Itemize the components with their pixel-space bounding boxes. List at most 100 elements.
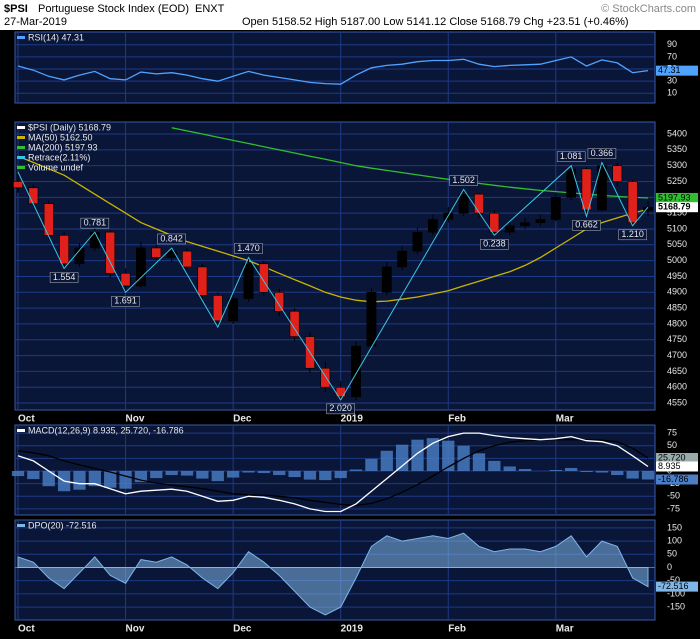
y-tick-label: 5250 <box>667 176 687 186</box>
candle-body <box>566 168 577 198</box>
histogram-bar <box>626 471 639 479</box>
y-tick-label: 4700 <box>667 350 687 360</box>
candle-body <box>228 298 239 322</box>
histogram-bar <box>11 471 25 477</box>
legend-entry: $PSI (Daily) 5168.79 <box>28 122 111 132</box>
y-tick-label: 100 <box>667 535 682 545</box>
histogram-bar <box>211 471 224 482</box>
x-tick-label: Mar <box>556 624 574 635</box>
value-tag-bg <box>656 461 698 472</box>
retrace-label-bg <box>49 272 79 283</box>
histogram-bar <box>442 440 455 472</box>
histogram-bar <box>150 471 163 479</box>
y-tick-label: 30 <box>667 76 677 86</box>
retrace-label: 2.020 <box>329 403 352 413</box>
legend-swatch <box>17 36 25 39</box>
y-tick-label: -50 <box>667 491 680 501</box>
x-tick-label: 2019 <box>341 624 364 635</box>
y-tick-label: 5400 <box>667 128 687 138</box>
area <box>17 532 649 616</box>
candle-body <box>151 247 162 258</box>
histogram-bar <box>641 471 655 480</box>
candle-body <box>381 266 392 293</box>
candle-body <box>212 295 223 322</box>
retrace-label-bg <box>587 148 617 159</box>
y-tick-label: -100 <box>667 588 685 598</box>
series-line <box>17 155 649 303</box>
candle-body <box>489 212 500 233</box>
retrace-label: 1.502 <box>452 175 475 185</box>
candle-body <box>612 165 623 182</box>
copyright: © StockCharts.com <box>601 3 696 15</box>
retrace-label-bg <box>157 233 186 245</box>
legend-swatch <box>17 166 25 169</box>
exchange: ENXT <box>195 3 225 15</box>
retrace-label: 1.081 <box>560 151 583 161</box>
histogram-bar <box>611 471 624 476</box>
header-bg <box>0 0 700 30</box>
retrace-label: 1.691 <box>114 296 137 306</box>
retrace-label-bg <box>618 229 647 241</box>
retrace-label: 0.366 <box>591 148 614 158</box>
retrace-label-bg <box>449 175 478 186</box>
histogram-bar <box>319 471 332 481</box>
y-tick-label: -75 <box>667 503 680 513</box>
legend-swatch <box>17 146 25 149</box>
candle-body <box>59 235 70 265</box>
value-tag-bg <box>656 581 698 592</box>
y-tick-label: 0 <box>667 562 672 572</box>
x-tick-label: Oct <box>18 414 35 425</box>
histogram-bar <box>104 471 117 488</box>
x-tick-label: Feb <box>448 624 466 635</box>
value-tag: -72.516 <box>658 581 689 591</box>
candle-body <box>596 165 607 211</box>
histogram-bar <box>303 471 317 480</box>
histogram-bar <box>88 471 101 487</box>
histogram-bar <box>411 439 424 472</box>
retrace-label-bg <box>572 220 601 231</box>
candle-body <box>120 272 131 287</box>
y-tick-label: 5300 <box>667 160 687 170</box>
histogram-bar <box>119 471 132 489</box>
y-tick-label: 10 <box>667 88 677 98</box>
candle-body <box>581 168 592 211</box>
value-tag-bg <box>656 192 698 203</box>
candle-body <box>258 263 269 293</box>
legend-entry: MACD(12,26,9) 8.935, 25.720, -16.786 <box>28 425 184 435</box>
histogram-bar <box>242 471 255 473</box>
histogram-bar <box>549 470 562 472</box>
histogram-bar <box>349 469 363 472</box>
candle-body <box>28 187 39 204</box>
candle-body <box>397 250 408 268</box>
value-tag-bg <box>656 65 698 76</box>
histogram-bar <box>472 453 486 472</box>
candle-body <box>504 225 515 233</box>
y-tick-label: 4950 <box>667 271 687 281</box>
value-tag-bg <box>656 453 698 464</box>
candle-body <box>182 250 192 268</box>
histogram-bar <box>580 471 593 473</box>
x-tick-label: Dec <box>233 624 252 635</box>
y-tick-label: 5050 <box>667 239 687 249</box>
y-tick-label: 4550 <box>667 397 687 407</box>
candle-body <box>351 345 361 398</box>
histogram-bar <box>42 471 55 487</box>
panel <box>14 31 656 104</box>
date: 27-Mar-2019 <box>4 16 67 28</box>
retrace-label-bg <box>234 243 263 254</box>
candle-body <box>136 247 146 287</box>
candle-body <box>320 367 331 388</box>
histogram-bar <box>518 468 532 472</box>
y-tick-label: 4750 <box>667 334 687 344</box>
retrace-label: 1.470 <box>237 243 260 253</box>
value-tag: -16.786 <box>658 474 689 484</box>
close-tag: 5168.79 <box>658 202 691 212</box>
y-tick-label: 5350 <box>667 144 687 154</box>
histogram-bar <box>273 471 286 476</box>
y-tick-label: 5100 <box>667 223 687 233</box>
series-line <box>17 432 649 513</box>
candle-body <box>105 231 116 274</box>
legend-swatch <box>17 126 25 129</box>
x-tick-label: Nov <box>126 414 145 425</box>
retrace-label-bg <box>556 151 586 162</box>
